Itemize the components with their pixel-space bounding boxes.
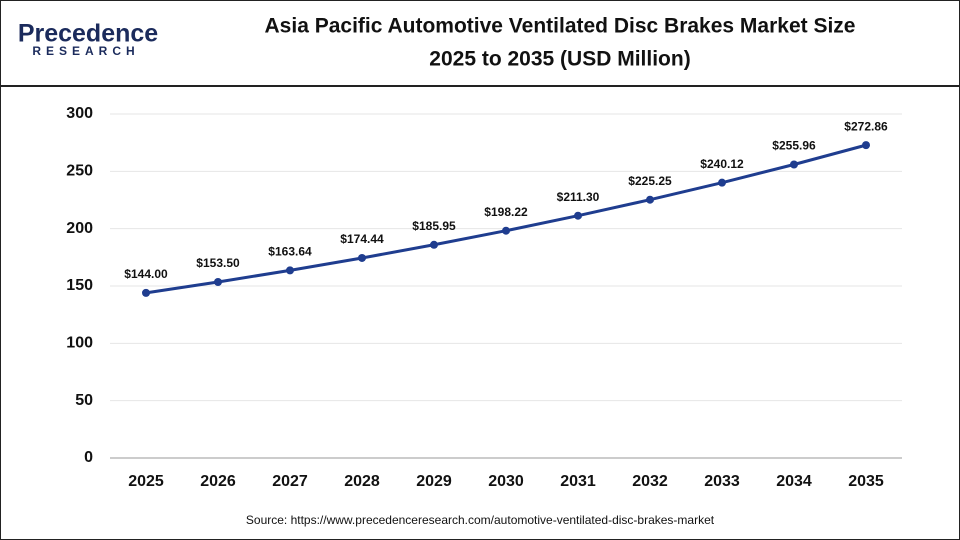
value-label: $240.12 [700,157,744,171]
value-label: $225.25 [628,174,672,188]
value-label: $144.00 [124,267,168,281]
x-tick-label: 2029 [416,473,452,490]
point [574,211,582,220]
y-tick-label: 300 [66,105,93,122]
point [430,240,438,249]
chart-title: 2025 to 2035 (USD Million) [429,48,690,71]
point [358,253,366,262]
point [502,226,510,235]
value-label: $153.50 [196,256,240,270]
point [718,178,726,187]
value-label: $174.44 [340,232,384,246]
y-tick-label: 50 [75,392,93,409]
value-label: $211.30 [557,190,600,204]
x-tick-label: 2027 [272,473,308,490]
point [142,288,150,297]
x-tick-label: 2025 [128,473,164,490]
point [646,195,654,204]
point [790,160,798,169]
x-tick-label: 2035 [848,473,884,490]
y-tick-label: 200 [66,220,93,237]
y-tick-label: 150 [66,277,93,294]
y-tick-label: 100 [66,335,93,352]
y-tick-label: 250 [66,163,93,180]
logo-tagline: RESEARCH [32,44,139,58]
x-tick-label: 2028 [344,473,380,490]
point [862,141,870,150]
x-tick-label: 2034 [776,473,812,490]
point [286,266,294,275]
x-tick-label: 2031 [560,473,596,490]
x-tick-label: 2030 [488,473,524,490]
x-tick-label: 2026 [200,473,236,490]
source: Source: https://www.precedenceresearch.c… [246,513,715,527]
x-tick-label: 2032 [632,473,668,490]
logo-name: Precedence [18,20,158,48]
value-label: $272.86 [844,119,888,133]
value-label: $163.64 [268,245,312,259]
y-tick-label: 0 [84,449,93,466]
value-label: $185.95 [412,219,456,233]
point [214,277,222,286]
value-label: $255.96 [772,139,816,153]
value-label: $198.22 [484,205,528,219]
x-tick-label: 2033 [704,473,740,490]
chart-title: Asia Pacific Automotive Ventilated Disc … [265,15,856,38]
